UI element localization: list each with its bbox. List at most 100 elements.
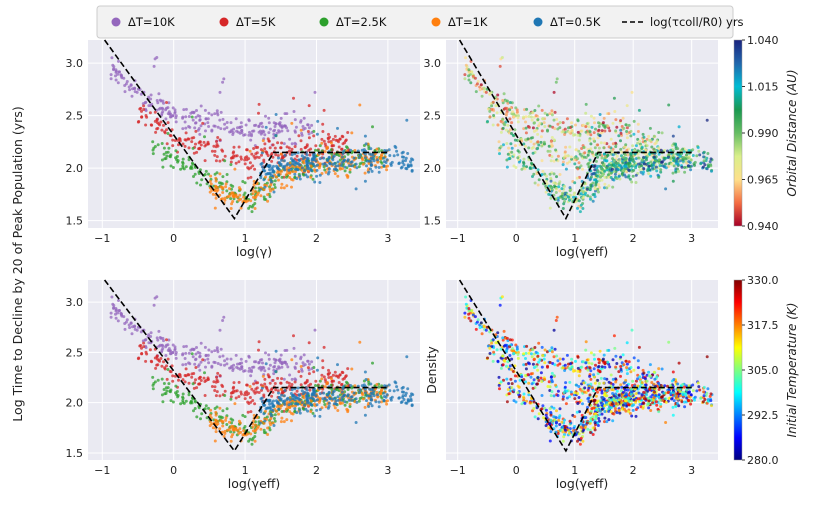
data-point	[266, 137, 270, 141]
data-point	[322, 108, 326, 112]
data-point	[584, 361, 588, 365]
data-point	[655, 403, 659, 407]
data-point	[625, 368, 629, 372]
data-point	[581, 439, 585, 443]
data-point	[199, 124, 203, 128]
data-point	[285, 167, 289, 171]
data-point	[532, 400, 536, 404]
data-point	[148, 348, 152, 352]
data-point	[525, 344, 529, 348]
data-point	[156, 378, 160, 382]
x-tick-label: 0	[513, 232, 520, 245]
data-point	[515, 108, 519, 112]
data-point	[609, 410, 613, 414]
data-point	[496, 93, 500, 97]
data-point	[705, 118, 709, 122]
data-point	[167, 110, 171, 114]
data-point	[340, 155, 344, 159]
data-point	[295, 154, 299, 158]
data-point	[676, 162, 680, 166]
data-point	[563, 191, 567, 195]
data-point	[511, 349, 515, 353]
data-point	[272, 183, 276, 187]
data-point	[354, 162, 358, 166]
data-point	[360, 391, 364, 395]
data-point	[179, 402, 183, 406]
data-point	[368, 159, 372, 163]
data-point	[617, 163, 621, 167]
data-point	[198, 140, 202, 144]
data-point	[662, 156, 666, 160]
data-point	[660, 367, 664, 371]
data-point	[165, 142, 169, 146]
data-point	[631, 144, 635, 148]
data-point	[302, 161, 306, 165]
data-point	[237, 145, 241, 149]
data-point	[498, 152, 501, 156]
data-point	[522, 115, 526, 119]
data-point	[603, 141, 607, 145]
data-point	[242, 369, 246, 373]
data-point	[352, 391, 356, 395]
data-point	[382, 156, 386, 160]
data-point	[160, 348, 164, 352]
data-point	[645, 158, 648, 162]
data-point	[363, 413, 367, 417]
data-point	[657, 146, 660, 150]
data-point	[148, 111, 152, 115]
data-point	[561, 197, 565, 201]
data-point	[564, 167, 568, 171]
data-point	[190, 375, 194, 379]
data-point	[309, 175, 313, 179]
data-point	[156, 363, 160, 367]
data-point	[480, 332, 484, 336]
data-point	[210, 385, 214, 388]
data-point	[355, 166, 359, 170]
data-point	[624, 175, 628, 179]
data-point	[370, 404, 374, 408]
data-point	[182, 345, 186, 349]
data-point	[541, 169, 545, 173]
data-point	[246, 176, 250, 180]
data-point	[326, 393, 329, 397]
data-point	[645, 144, 649, 148]
data-point	[619, 147, 623, 151]
data-point	[524, 115, 528, 119]
data-point	[263, 133, 267, 137]
data-point	[537, 178, 541, 182]
data-point	[229, 197, 233, 201]
data-point	[248, 149, 252, 153]
data-point	[409, 164, 413, 168]
data-point	[676, 153, 680, 157]
data-point	[533, 121, 536, 125]
data-point	[294, 125, 298, 129]
data-point	[611, 157, 615, 161]
data-point	[153, 110, 157, 114]
data-point	[206, 142, 210, 146]
data-point	[701, 165, 705, 169]
data-point	[548, 439, 552, 443]
data-point	[510, 132, 513, 135]
data-point	[274, 153, 278, 157]
data-point	[400, 390, 404, 394]
data-point	[550, 350, 554, 354]
data-point	[243, 391, 247, 395]
data-point	[531, 175, 534, 178]
data-point	[562, 202, 566, 206]
data-point	[273, 146, 277, 150]
data-point	[632, 132, 636, 136]
data-point	[247, 369, 251, 373]
data-point	[237, 419, 241, 423]
data-point	[262, 197, 266, 201]
data-point	[524, 120, 527, 124]
data-point	[272, 190, 276, 194]
data-point	[300, 154, 304, 158]
data-point	[215, 346, 219, 350]
data-point	[284, 124, 287, 128]
data-point	[625, 104, 629, 108]
data-point	[650, 381, 654, 384]
data-point	[621, 353, 625, 357]
data-point	[112, 306, 115, 310]
data-point	[215, 155, 219, 159]
data-point	[611, 153, 615, 157]
